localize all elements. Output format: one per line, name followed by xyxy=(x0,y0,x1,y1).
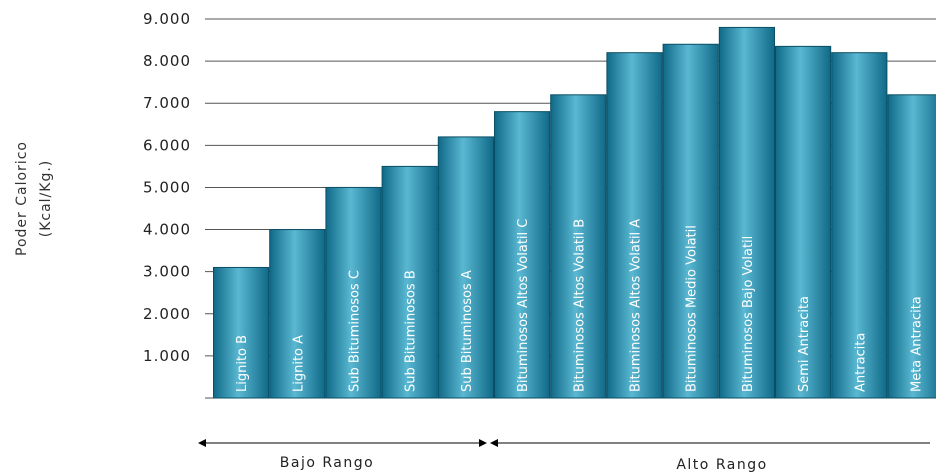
bar-label: Sub Bituminosos A xyxy=(460,270,475,392)
bar xyxy=(213,266,270,399)
bar xyxy=(831,52,888,399)
y-tick-label: 8.000 xyxy=(143,52,191,70)
bar-label: Antracita xyxy=(853,333,868,392)
bar xyxy=(494,111,551,399)
bar-label: Bituminosos Bajo Volatil xyxy=(741,236,756,392)
range-groups: Bajo Rango Alto Rango xyxy=(198,439,930,472)
bar-label: Bituminosos Medio Volatil xyxy=(685,225,700,392)
bar xyxy=(887,94,936,399)
y-tick-label: 3.000 xyxy=(143,263,191,281)
bar-label: Meta Antracita xyxy=(910,296,925,392)
y-axis-ticks: 1.000 2.000 3.000 4.000 5.000 6.000 7.000 8.000… xyxy=(143,10,191,365)
y-tick-label: 7.000 xyxy=(143,94,191,112)
bar-label: Sub Bituminosos C xyxy=(348,270,363,392)
y-tick-label: 4.000 xyxy=(143,221,191,239)
bar xyxy=(718,26,775,399)
bar-label: Bituminosos Altos Volatil B xyxy=(572,219,587,392)
y-axis-title: Poder Calorico (Kcal/Kg.) xyxy=(14,141,54,256)
bar-label: Lignito A xyxy=(291,335,306,392)
bars: Lignito B Lignito A Sub Bituminosos C Sub B… xyxy=(213,26,936,399)
bar xyxy=(550,94,607,399)
bar xyxy=(606,52,663,399)
bar xyxy=(381,165,438,399)
bar-label: Bituminosos Altos Volatil C xyxy=(516,219,531,392)
group-label: Bajo Rango xyxy=(280,455,374,471)
y-tick-label: 1.000 xyxy=(143,347,191,365)
bar-label: Semi Antracita xyxy=(797,296,812,392)
bar-label: Bituminosos Altos Volatil A xyxy=(629,219,644,392)
bar xyxy=(437,136,494,399)
y-tick-label: 2.000 xyxy=(143,305,191,323)
arrowhead-left-icon xyxy=(490,439,498,447)
bar-label: Sub Bituminosos B xyxy=(404,270,419,392)
y-tick-label: 5.000 xyxy=(143,178,191,196)
bar-label: Lignito B xyxy=(235,335,250,392)
y-tick-label: 9.000 xyxy=(143,10,191,28)
bar xyxy=(325,186,382,399)
bar xyxy=(775,45,832,399)
bar xyxy=(662,43,719,399)
arrowhead-right-icon xyxy=(479,439,487,447)
arrowhead-left-icon xyxy=(198,439,206,447)
bar xyxy=(269,229,326,399)
y-tick-label: 6.000 xyxy=(143,136,191,154)
y-axis-title-line: (Kcal/Kg.) xyxy=(38,160,54,238)
group-label: Alto Rango xyxy=(676,457,767,472)
y-axis-title-line: Poder Calorico xyxy=(14,141,30,256)
